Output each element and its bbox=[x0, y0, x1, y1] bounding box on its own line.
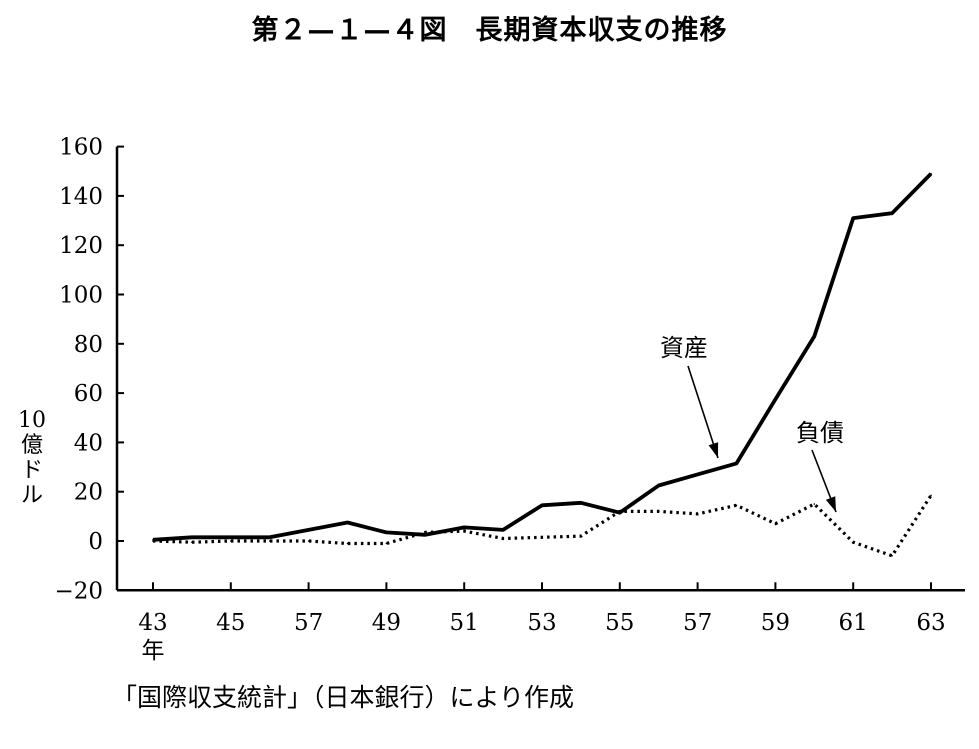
x-tick-label: 55 bbox=[605, 610, 634, 636]
data-point bbox=[735, 462, 738, 465]
data-point bbox=[346, 521, 349, 524]
data-point bbox=[191, 541, 193, 544]
data-point bbox=[774, 522, 777, 525]
x-year-suffix-label: 年 bbox=[142, 638, 165, 664]
y-tick-label: 160 bbox=[59, 135, 103, 161]
data-point bbox=[541, 504, 543, 507]
data-point bbox=[813, 335, 816, 338]
data-point bbox=[268, 536, 271, 539]
data-point bbox=[891, 554, 893, 557]
data-point bbox=[191, 536, 193, 539]
data-point bbox=[580, 501, 582, 504]
y-tick-label: 120 bbox=[59, 233, 103, 259]
x-tick-label: 57 bbox=[683, 610, 712, 636]
data-point bbox=[463, 526, 466, 529]
data-point bbox=[230, 540, 232, 542]
x-tick-label: 63 bbox=[916, 610, 945, 636]
data-point bbox=[385, 542, 388, 545]
chart-title: 第２—１—４図 長期資本収支の推移 bbox=[251, 15, 728, 46]
data-point bbox=[385, 531, 388, 534]
data-point bbox=[735, 504, 738, 507]
data-point bbox=[930, 494, 932, 497]
y-unit-char: 10 bbox=[18, 408, 46, 433]
assets-line bbox=[152, 172, 933, 542]
x-tick-label: 61 bbox=[839, 610, 868, 636]
data-point bbox=[463, 530, 466, 532]
x-tick-label: 51 bbox=[450, 610, 479, 636]
data-point bbox=[619, 510, 621, 513]
data-point bbox=[424, 534, 427, 536]
y-tick-label: 140 bbox=[59, 184, 103, 210]
data-point bbox=[657, 484, 660, 487]
x-tick-label: 53 bbox=[527, 610, 556, 636]
y-tick-label: 40 bbox=[74, 430, 103, 456]
data-point bbox=[891, 212, 893, 214]
source-note: 「国際収支統計」（日本銀行）により作成 bbox=[112, 683, 575, 712]
data-point bbox=[152, 540, 154, 542]
y-unit-char: ル bbox=[20, 483, 43, 508]
data-point bbox=[580, 535, 582, 537]
y-tick-label: 60 bbox=[74, 381, 103, 407]
data-point bbox=[813, 503, 816, 505]
y-tick-label: 0 bbox=[88, 529, 103, 555]
y-tick-label: 100 bbox=[59, 283, 103, 309]
x-tick-label: 45 bbox=[216, 610, 245, 636]
data-point bbox=[852, 541, 854, 544]
y-tick-label: 20 bbox=[74, 480, 103, 506]
data-point bbox=[502, 537, 504, 540]
y-axis-unit-label: 10 億 ド ル bbox=[14, 408, 50, 508]
data-point bbox=[307, 540, 310, 542]
liabilities-annotation-arrowhead bbox=[825, 496, 836, 512]
x-tick-label: 49 bbox=[372, 610, 401, 636]
data-point bbox=[541, 536, 543, 539]
data-point bbox=[307, 529, 310, 531]
data-point bbox=[774, 398, 777, 401]
assets-annotation-label: 資産 bbox=[660, 334, 708, 362]
data-point bbox=[268, 540, 271, 542]
y-unit-char: ド bbox=[20, 458, 43, 483]
x-tick-label: 43 bbox=[138, 610, 167, 636]
data-point bbox=[696, 513, 699, 515]
data-point bbox=[424, 531, 427, 534]
data-point bbox=[852, 217, 854, 219]
x-tick-label: 59 bbox=[761, 610, 790, 636]
data-point bbox=[230, 536, 232, 539]
data-point bbox=[657, 510, 660, 513]
data-point bbox=[346, 542, 349, 545]
assets-annotation-arrow-shaft bbox=[687, 365, 719, 459]
x-tick-label: 57 bbox=[294, 610, 323, 636]
assets-annotation-arrowhead bbox=[708, 442, 719, 458]
y-unit-char: 億 bbox=[20, 433, 43, 458]
liabilities-annotation-label: 負債 bbox=[796, 419, 844, 447]
data-point bbox=[930, 172, 932, 175]
y-tick-label: −20 bbox=[54, 578, 103, 604]
data-point bbox=[696, 473, 699, 476]
y-tick-label: 80 bbox=[74, 332, 103, 358]
data-point bbox=[502, 529, 504, 531]
